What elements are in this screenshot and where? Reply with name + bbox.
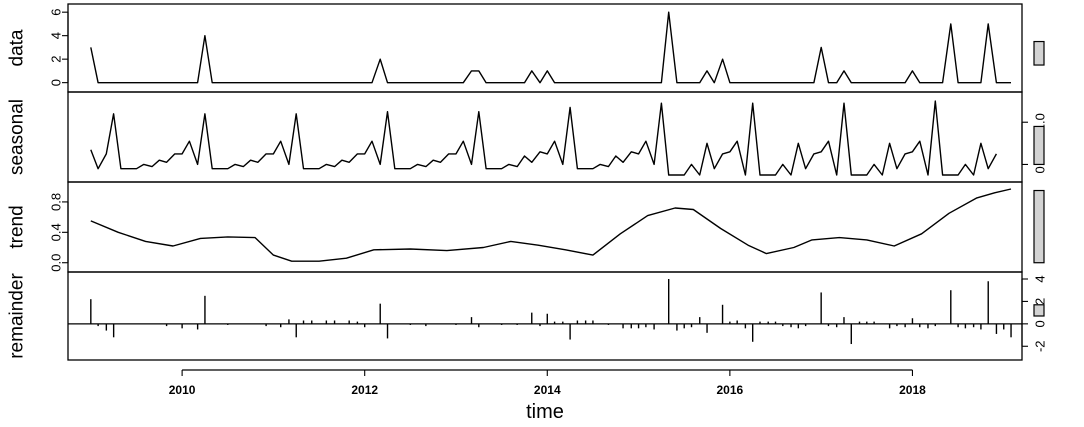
panel-label-data: data	[7, 29, 28, 66]
panel-remainder: -2 0 2 4 remainder	[7, 271, 1048, 361]
panel-frame	[67, 181, 1023, 273]
seasonal-series-line	[90, 100, 998, 176]
x-tick-label: 2016	[717, 383, 744, 397]
x-axis: 2010 2012 2014 2016 2018	[169, 369, 926, 397]
remainder-y-tick-label: 4	[1033, 275, 1048, 282]
panel-label-remainder: remainder	[7, 273, 28, 359]
panel-trend: 0.0 0.4 0.8 trend	[7, 181, 1045, 273]
x-tick-label: 2012	[351, 383, 378, 397]
x-tick-label: 2014	[534, 383, 561, 397]
trend-series-line	[90, 188, 1012, 262]
data-y-tick-label: 6	[49, 9, 64, 16]
remainder-y-tick-label: 0	[1033, 320, 1048, 327]
trend-y-tick-label: 0.8	[49, 193, 64, 211]
panel-frame	[67, 91, 1023, 183]
remainder-scale-bar	[1033, 304, 1045, 317]
panel-label-trend: trend	[7, 205, 28, 248]
trend-scale-bar	[1033, 189, 1045, 264]
x-axis-title: time	[526, 401, 564, 423]
data-y-tick-label: 4	[49, 32, 64, 39]
data-series-line	[90, 11, 1011, 84]
seasonal-scale-bar	[1033, 125, 1045, 166]
trend-y-tick-label: 0.4	[49, 223, 64, 241]
data-y-tick-label: 0	[49, 79, 64, 86]
panel-label-seasonal: seasonal	[7, 99, 28, 175]
data-y-tick-label: 2	[49, 56, 64, 63]
trend-y-tick-label: 0.0	[49, 254, 64, 272]
panel-frame	[67, 271, 1023, 361]
remainder-y-tick-label: -2	[1033, 340, 1048, 352]
panel-data: 0 2 4 6 data	[7, 3, 1045, 93]
x-tick-label: 2010	[169, 383, 196, 397]
x-tick-label: 2018	[899, 383, 926, 397]
data-scale-bar	[1033, 40, 1045, 66]
remainder-y-tick-label: 2	[1033, 298, 1048, 305]
